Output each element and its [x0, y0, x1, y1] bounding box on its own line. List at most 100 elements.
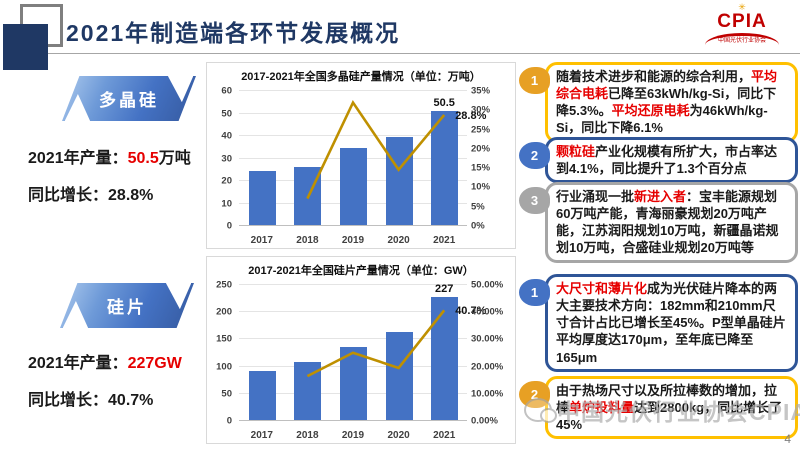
- line-value-label: 40.7%: [455, 305, 487, 318]
- stat-label: 2021年产量：: [28, 150, 128, 167]
- callout-power-consumption: 1 随着技术进步和能源的综合利用，平均综合电耗已降至63kWh/kg-Si，同比…: [519, 62, 798, 143]
- callout-furnace-charge: 2 由于热场尺寸以及所拉棒数的增加，拉棒单炉投料量达到2800kg，同比增长了4…: [519, 376, 798, 440]
- y-axis-tick: 60: [221, 85, 232, 97]
- x-axis: 2017 2018 2019 2020 2021: [239, 425, 467, 441]
- x-axis-label: 2020: [387, 430, 410, 441]
- x-axis-label: 2019: [341, 235, 365, 246]
- text-segment: 由于热场尺寸以及所拉棒数的增加，拉棒: [556, 383, 778, 416]
- bar-2021: [431, 111, 459, 225]
- stat-label: 同比增长：: [28, 392, 109, 409]
- y-axis-tick: 15%: [471, 162, 491, 174]
- gridline: [239, 112, 467, 114]
- y-axis-right: 0.00% 10.00% 20.00% 30.00% 40.00% 50.00%: [469, 280, 513, 427]
- wafer-chart: 2017-2021年全国硅片产量情况（单位：GW） 0 50 100 150 200 250…: [206, 256, 516, 444]
- bar-value-label: 50.5: [433, 97, 455, 110]
- y-axis-tick: 40: [221, 130, 232, 142]
- bar-2017: [248, 370, 276, 420]
- stat-label: 同比增长：: [28, 187, 109, 204]
- logo-subtitle: 中国光伏行业协会: [717, 38, 766, 44]
- text-segment: 达到2800kg，同比增长了45%: [556, 400, 783, 433]
- bar-2019: [340, 148, 367, 225]
- text-segment: 行业涌现一批: [556, 189, 635, 204]
- gridline: [239, 284, 467, 285]
- bar-value-label: 227: [435, 282, 454, 295]
- chart-area: 0 10 20 30 40 50 60 50.5 28.8% 0% 5% 10% 15% 20% 25% 30…: [207, 85, 515, 247]
- banner-wafer: 硅片: [60, 283, 194, 328]
- stat-value: 227GW: [127, 355, 182, 372]
- y-axis-tick: 20: [221, 175, 232, 187]
- growth-line: [239, 91, 467, 226]
- callout-text: 由于热场尺寸以及所拉棒数的增加，拉棒单炉投料量达到2800kg，同比增长了45%: [545, 376, 798, 440]
- x-axis-label: 2017: [250, 235, 273, 246]
- plot-area: 50.5 28.8%: [239, 90, 486, 226]
- gridline: [239, 338, 467, 340]
- text-segment: 随着技术进步和能源的综合利用，: [556, 69, 752, 84]
- x-axis-label: 2021: [433, 235, 456, 246]
- y-axis-tick: 150: [216, 333, 232, 345]
- y-axis-tick: 100: [216, 361, 232, 373]
- callout-badge: 1: [519, 67, 550, 94]
- y-axis-tick: 20.00%: [471, 361, 504, 373]
- y-axis-tick: 30: [221, 153, 232, 164]
- callout-size-thickness: 1 大尺寸和薄片化成为光伏硅片降本的两大主要技术方向：182mm和210mm尺寸…: [519, 274, 798, 372]
- y-axis-tick: 0: [226, 220, 232, 232]
- y-axis-tick: 30%: [471, 104, 491, 116]
- text-segment: 成为光伏硅片降本的两大主要技术方向：182mm和210mm尺寸合计占比已增长至4…: [556, 281, 786, 365]
- y-axis-tick: 35%: [471, 85, 491, 97]
- y-axis-tick: 40.00%: [471, 306, 504, 318]
- text-segment: 为46kWh/kg-Si，同比下降6.1%: [556, 103, 768, 136]
- stat-value: 50.5: [127, 150, 159, 167]
- y-axis-left: 0 50 100 150 200 250: [207, 280, 235, 427]
- callout-new-entrants: 3 行业涌现一批新进入者：宝丰能源规划60万吨产能，青海丽豪规划20万吨产能，江…: [519, 182, 798, 263]
- cpia-logo: ✳ CPIA 中国光伏行业协会: [694, 3, 790, 44]
- chart-title: 2017-2021年全国硅片产量情况（单位：GW）: [248, 265, 474, 277]
- y-axis-left: 0 10 20 30 40 50 60: [207, 86, 235, 232]
- banner-label: 多晶硅: [99, 91, 159, 110]
- stat-value: 40.7%: [108, 392, 154, 409]
- y-axis-tick: 10: [221, 198, 232, 209]
- y-axis-tick: 0: [226, 415, 232, 427]
- gridline: [239, 311, 467, 313]
- deco-square-solid: [3, 24, 48, 70]
- highlighted-text: 单炉投料量: [569, 400, 635, 416]
- text-segment: ：宝丰能源规划60万吨产能，青海丽豪规划20万吨产能，江苏润阳规划10万吨，新疆…: [556, 189, 779, 256]
- bar-2019: [340, 346, 367, 420]
- x-axis-label: 2021: [433, 430, 456, 441]
- polysilicon-output-stat: 2021年产量：50.5万吨: [28, 144, 191, 168]
- y-axis-tick: 0.00%: [471, 415, 498, 427]
- callout-badge: 1: [519, 279, 550, 306]
- gridline: [239, 135, 467, 136]
- bar-2020: [385, 332, 413, 420]
- y-axis-right: 0% 5% 10% 15% 20% 25% 30% 35%: [469, 86, 513, 232]
- bar-2020: [385, 136, 413, 225]
- x-axis-label: 2018: [296, 235, 319, 246]
- y-axis-tick: 0%: [471, 220, 485, 232]
- highlighted-text: 大尺寸和薄片化: [556, 281, 648, 296]
- highlighted-text: 平均综合电耗: [556, 69, 778, 102]
- highlighted-text: 平均还原电耗: [611, 103, 690, 119]
- text-segment: 产业化规模有所扩大，市占率达到4.1%，同比提升了1.3个百分点: [556, 144, 778, 177]
- y-axis-tick: 20%: [471, 143, 491, 155]
- callout-text: 大尺寸和薄片化成为光伏硅片降本的两大主要技术方向：182mm和210mm尺寸合计…: [545, 274, 798, 372]
- page-title: 2021年制造端各环节发展概况: [66, 20, 401, 46]
- text-segment: 已降至63kWh/kg-Si，同比下降5.3%。: [556, 86, 777, 119]
- y-axis-tick: 25%: [471, 124, 491, 136]
- polysilicon-growth-stat: 同比增长：28.8%: [28, 181, 153, 205]
- x-axis: 2017 2018 2019 2020 2021: [239, 230, 467, 246]
- callout-badge: 3: [519, 187, 550, 214]
- callout-badge: 2: [519, 142, 550, 169]
- watermark: 中国光伏行业协会CPIA: [524, 393, 800, 427]
- x-axis-label: 2019: [341, 430, 365, 441]
- gridline: [239, 420, 467, 421]
- callout-text: 颗粒硅产业化规模有所扩大，市占率达到4.1%，同比提升了1.3个百分点: [545, 137, 798, 184]
- y-axis-tick: 30.00%: [471, 333, 504, 345]
- y-axis-tick: 50.00%: [471, 279, 504, 291]
- banner-label: 硅片: [107, 298, 147, 317]
- y-axis-tick: 10.00%: [471, 388, 504, 400]
- stat-unit: 万吨: [158, 150, 191, 167]
- highlighted-text: 颗粒硅: [556, 144, 596, 159]
- y-axis-tick: 5%: [471, 201, 485, 213]
- chart-area: 0 50 100 150 200 250 227 40.7% 0.00% 10.00% 20.00%…: [207, 279, 515, 442]
- wafer-growth-stat: 同比增长：40.7%: [28, 386, 153, 410]
- bar-2021: [431, 296, 459, 420]
